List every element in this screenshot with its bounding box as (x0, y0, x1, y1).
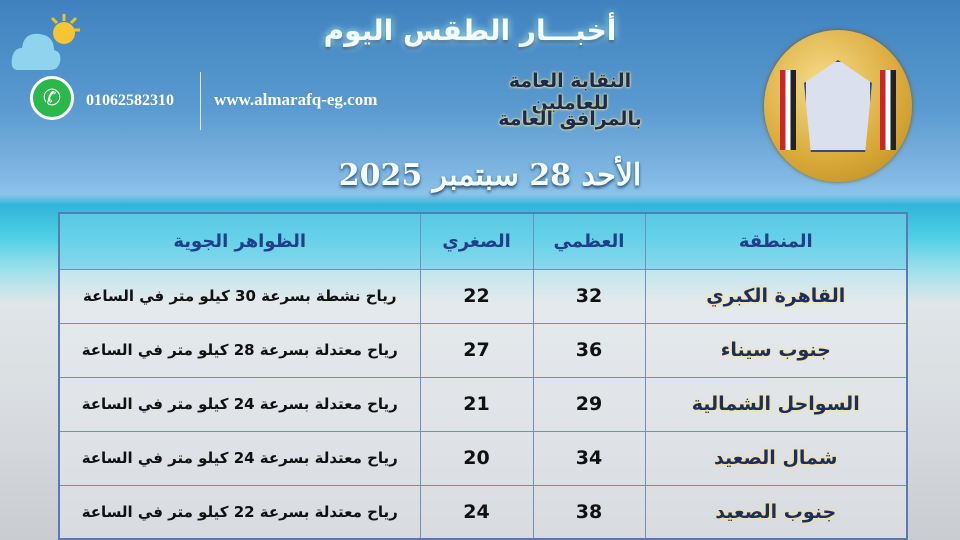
table-row: السواحل الشمالية 29 21 رياح معتدلة بسرعة 24… (58, 376, 908, 432)
date-heading: الأحد 28 سبتمبر 2025 (338, 158, 642, 193)
flag-left (780, 70, 796, 150)
min-cell: 21 (419, 376, 534, 432)
max-cell: 32 (532, 268, 646, 324)
table-row: جنوب الصعيد 38 24 رياح معتدلة بسرعة 22 كيلو… (58, 484, 908, 540)
divider (200, 72, 201, 130)
max-cell: 34 (532, 430, 646, 486)
max-cell: 29 (532, 376, 646, 432)
table-row: شمال الصعيد 34 20 رياح معتدلة بسرعة 24 كيلو… (58, 430, 908, 486)
max-cell: 38 (532, 484, 646, 540)
region-cell: جنوب سيناء (644, 322, 908, 378)
header-phenomena: الظواهر الجوية (58, 212, 421, 270)
whatsapp-icon: ✆ (30, 76, 74, 120)
desc-cell: رياح معتدلة بسرعة 24 كيلو متر في الساعة (58, 430, 421, 486)
table-row: القاهرة الكبري 32 22 رياح نشطة بسرعة 30 كيل… (58, 268, 908, 324)
min-cell: 27 (419, 322, 534, 378)
max-cell: 36 (532, 322, 646, 378)
header-min: الصغري (419, 212, 534, 270)
region-cell: السواحل الشمالية (644, 376, 908, 432)
min-cell: 22 (419, 268, 534, 324)
flag-right (880, 70, 896, 150)
desc-cell: رياح معتدلة بسرعة 22 كيلو متر في الساعة (58, 484, 421, 540)
website-link[interactable]: www.almarafq-eg.com (214, 90, 378, 109)
region-cell: جنوب الصعيد (644, 484, 908, 540)
min-cell: 24 (419, 484, 534, 540)
page-title: أخبـــار الطقس اليوم (323, 14, 617, 47)
organization-name-line1: النقابة العامة للعاملين (508, 70, 632, 114)
sun-behind-cloud-icon (11, 14, 80, 70)
desc-cell: رياح معتدلة بسرعة 28 كيلو متر في الساعة (58, 322, 421, 378)
header-region: المنطقة (644, 212, 908, 270)
region-cell: القاهرة الكبري (644, 268, 908, 324)
organization-logo (764, 30, 912, 182)
weather-table: المنطقة العظمي الصغري الظواهر الجوية الق… (58, 212, 908, 540)
table-header: المنطقة العظمي الصغري الظواهر الجوية (58, 212, 908, 270)
logo-shield (804, 60, 872, 152)
table-row: جنوب سيناء 36 27 رياح معتدلة بسرعة 28 كيلو … (58, 322, 908, 378)
desc-cell: رياح معتدلة بسرعة 24 كيلو متر في الساعة (58, 376, 421, 432)
desc-cell: رياح نشطة بسرعة 30 كيلو متر في الساعة (58, 268, 421, 324)
organization-name-line2: بالمرافق العامة (498, 108, 642, 130)
min-cell: 20 (419, 430, 534, 486)
region-cell: شمال الصعيد (644, 430, 908, 486)
header-max: العظمي (532, 212, 646, 270)
phone-number: 01062582310 (86, 92, 174, 109)
